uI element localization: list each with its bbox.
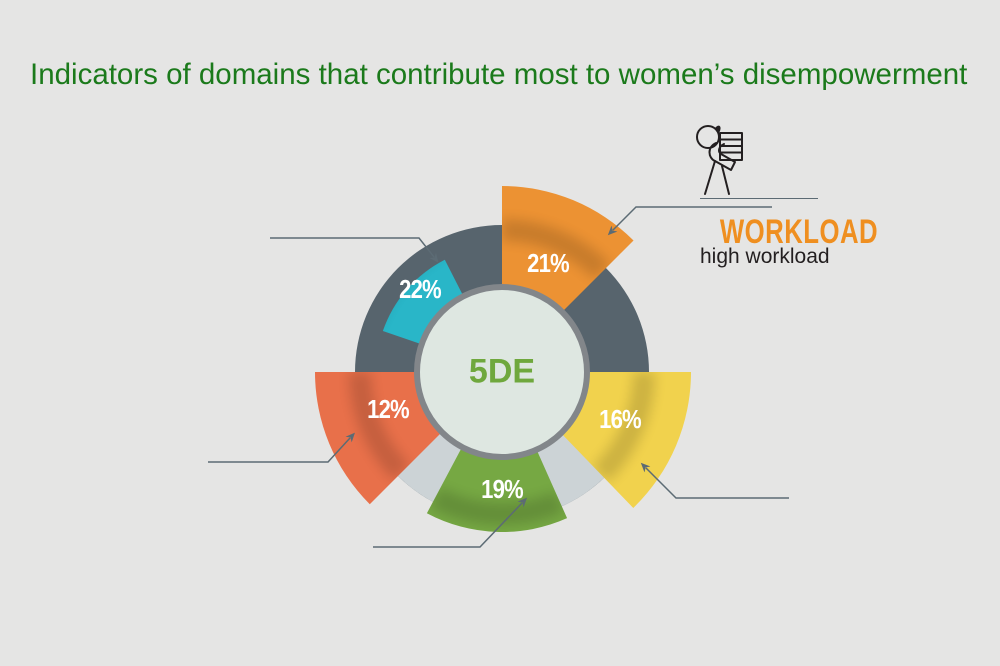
- svg-text:16%: 16%: [599, 405, 641, 434]
- svg-text:22%: 22%: [399, 275, 441, 304]
- svg-text:21%: 21%: [527, 249, 569, 278]
- svg-text:19%: 19%: [481, 475, 523, 504]
- svg-text:12%: 12%: [367, 395, 409, 424]
